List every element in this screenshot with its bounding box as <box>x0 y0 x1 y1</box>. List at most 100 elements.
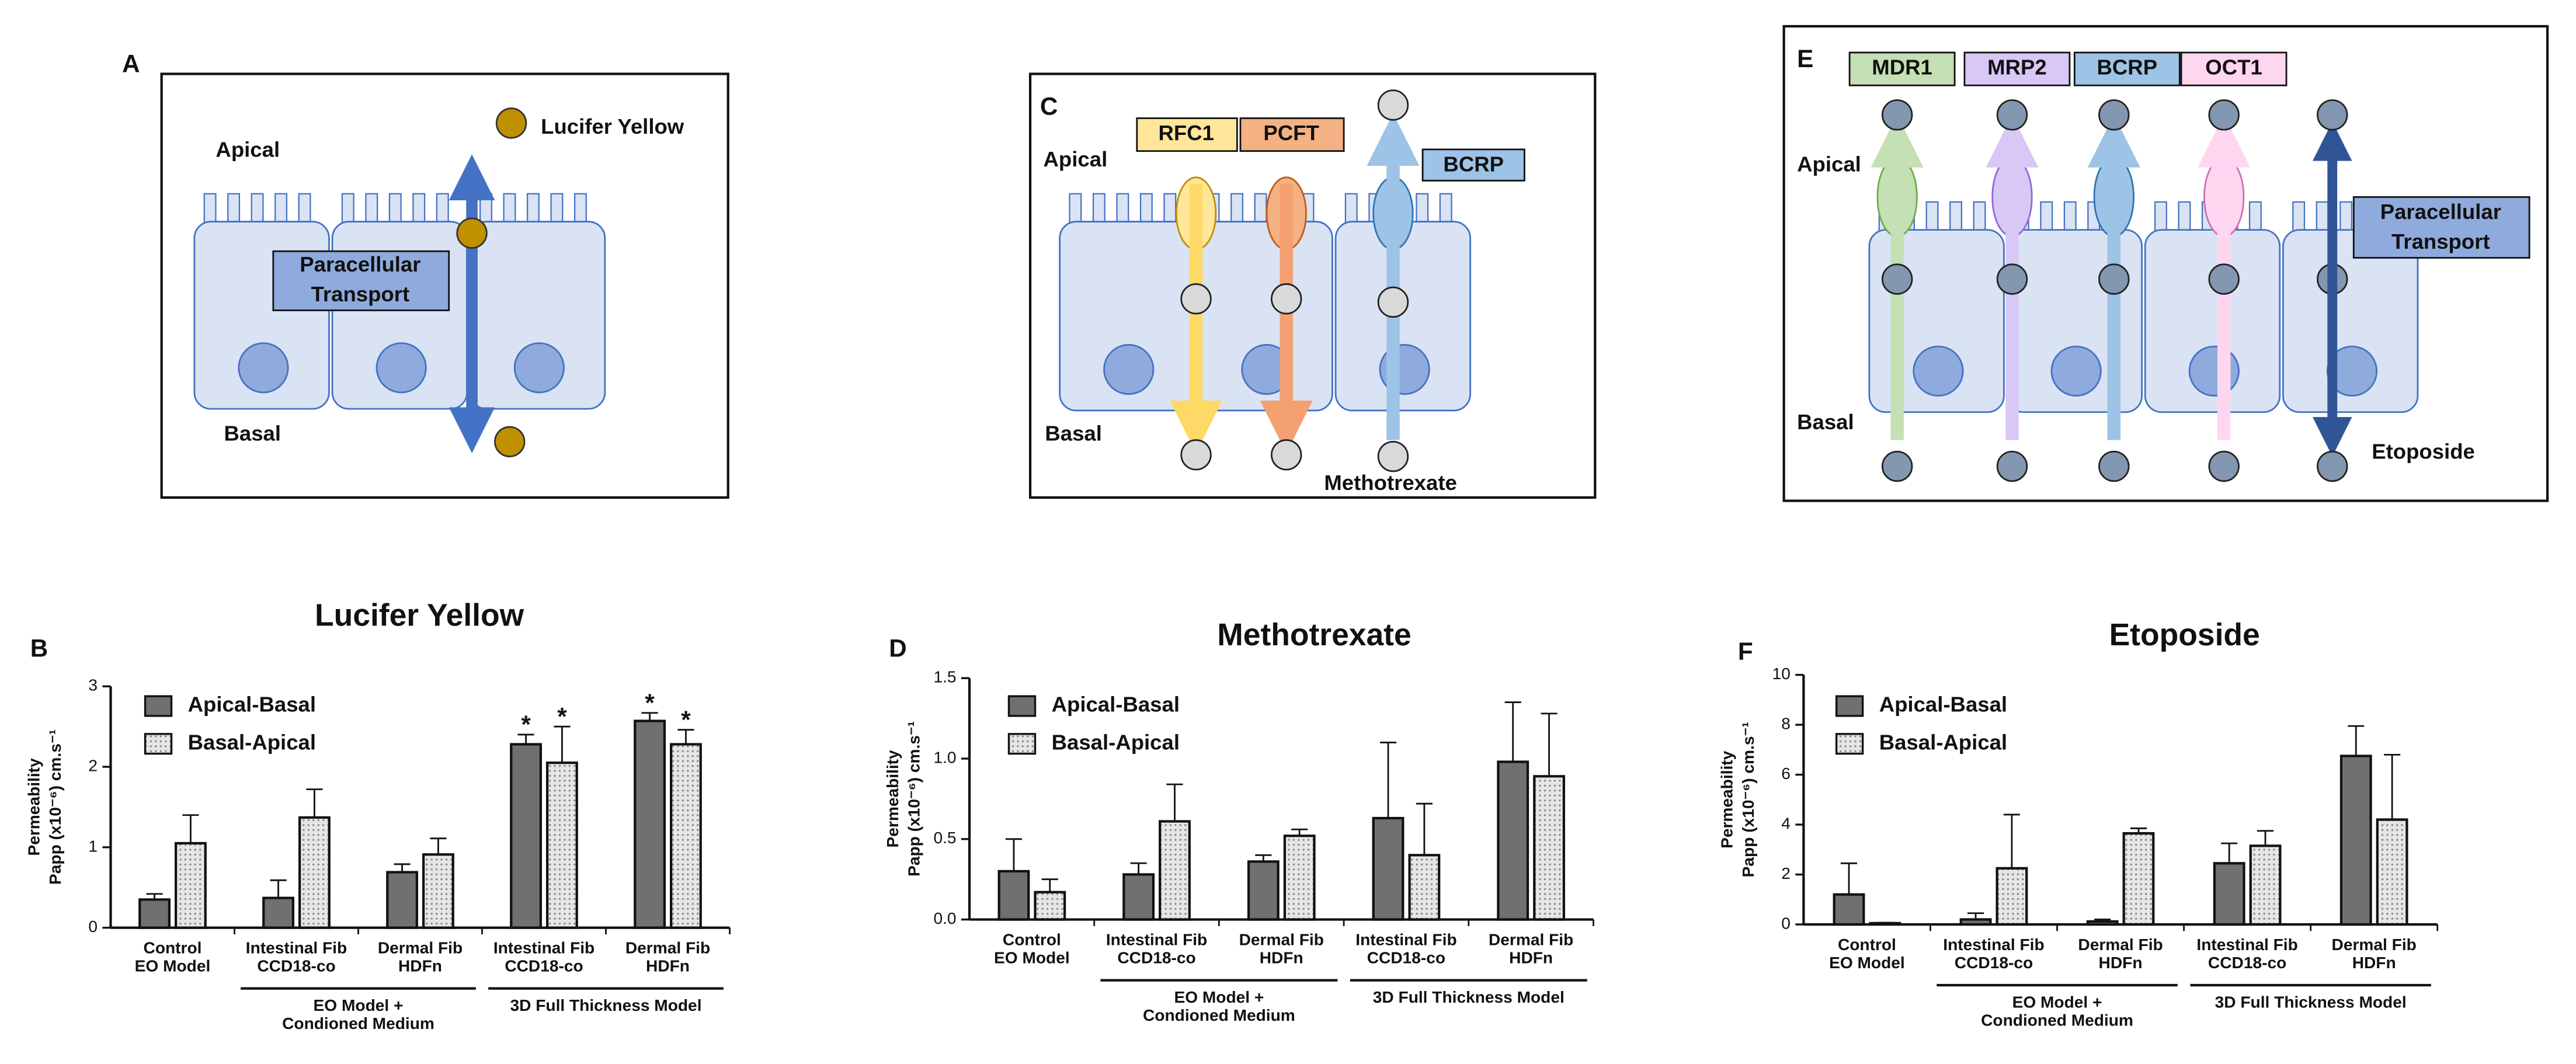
error-bar <box>394 863 411 872</box>
molecule <box>2208 450 2240 482</box>
apical-label: Apical <box>1044 147 1108 171</box>
microvillus <box>274 193 288 226</box>
transporter-box <box>2073 51 2181 86</box>
molecule <box>1377 440 1409 472</box>
error-bar <box>554 725 571 763</box>
bar <box>1533 775 1565 921</box>
route-label: Paracellular <box>300 252 420 276</box>
bar <box>2249 844 2282 926</box>
x-tick-label: CCD18-co <box>505 957 583 975</box>
molecule <box>2317 450 2348 482</box>
bar <box>997 870 1030 921</box>
route-box <box>272 250 450 311</box>
x-tick-label: Dermal Fib <box>2332 936 2417 954</box>
x-tick-label: Intestinal Fib <box>1106 931 1207 949</box>
legend-label: Apical-Basal <box>1879 693 2007 717</box>
chart: Etoposide F Permeability Papp (x10⁻⁶) cm.s⁻… <box>1718 618 2439 1029</box>
molecule <box>1881 450 1913 482</box>
y-tick-label: 1.5 <box>933 668 956 686</box>
error-bar <box>677 729 694 745</box>
y-tick-label: 1 <box>88 837 98 855</box>
error-bar <box>1541 712 1558 777</box>
chart-title: Lucifer Yellow <box>315 598 524 632</box>
microvillus <box>1344 193 1358 226</box>
bar <box>634 719 666 929</box>
x-tick-label: HDFn <box>2099 954 2143 972</box>
error-bar <box>2094 919 2111 922</box>
molecule-label: Methotrexate <box>1324 471 1456 495</box>
nucleus <box>1913 345 1964 397</box>
y-tick-label: 10 <box>1772 665 1791 683</box>
group-label: 3D Full Thickness Model <box>1373 988 1565 1006</box>
error-bar <box>1255 854 1272 862</box>
error-bar <box>2003 813 2020 868</box>
bar <box>1283 834 1316 921</box>
bar <box>2122 832 2155 926</box>
bar <box>262 896 294 929</box>
significance-label: * <box>645 689 655 717</box>
x-tick-label: CCD18-co <box>1367 948 1445 966</box>
microvillus <box>2040 201 2053 234</box>
molecule <box>494 426 526 458</box>
cells <box>1059 193 1472 412</box>
y-tick-label: 0 <box>1781 914 1791 932</box>
bar <box>1408 854 1441 921</box>
panel-letter: E <box>1797 45 1813 72</box>
error-bar <box>1379 742 1397 818</box>
basal-label: Basal <box>1797 410 1854 434</box>
transporter-label: BCRP <box>2097 55 2158 79</box>
x-tick-label: Intestinal Fib <box>2196 936 2297 954</box>
y-tick-label: 8 <box>1781 715 1791 733</box>
route-label: Transport <box>2391 230 2490 253</box>
microvillus <box>1116 193 1129 226</box>
error-bar <box>182 814 199 843</box>
x-tick-label: Dermal Fib <box>1489 931 1573 949</box>
group-label: Condioned Medium <box>1143 1006 1295 1024</box>
microvillus <box>503 193 516 226</box>
x-tick-label: Dermal Fib <box>378 939 463 957</box>
molecule <box>2208 99 2240 131</box>
nucleus <box>376 342 427 394</box>
transporter-label: RFC1 <box>1158 121 1214 145</box>
bar <box>422 853 454 929</box>
microvillus <box>1949 201 1962 234</box>
microvillus <box>526 193 540 226</box>
x-tick-label: HDFn <box>1260 948 1303 966</box>
route-box <box>2352 196 2530 259</box>
chart: Lucifer Yellow B Permeability Papp (x10⁻⁶) … <box>25 598 731 1032</box>
microvillus <box>341 193 354 226</box>
molecule <box>2317 99 2348 131</box>
x-tick-label: HDFn <box>2352 954 2396 972</box>
bar <box>2376 818 2408 926</box>
microvillus <box>1925 201 1939 234</box>
molecule <box>495 107 527 139</box>
chart-title: Etoposide <box>2109 618 2260 652</box>
microvillus <box>251 193 264 226</box>
x-tick-label: Dermal Fib <box>1239 931 1324 949</box>
bar <box>298 816 331 929</box>
x-tick-label: Dermal Fib <box>2078 936 2163 954</box>
y-tick-label: 0.5 <box>933 829 956 847</box>
chart-title: Methotrexate <box>1217 618 1411 652</box>
microvillus <box>2292 201 2306 234</box>
legend-swatch <box>144 733 173 755</box>
x-tick-label: Intestinal Fib <box>1943 936 2044 954</box>
significance-label: * <box>521 711 531 738</box>
x-tick-label: Dermal Fib <box>625 939 710 957</box>
error-bar <box>146 893 163 900</box>
error-bar <box>2257 830 2274 846</box>
legend-swatch <box>1007 695 1037 717</box>
bar <box>2339 754 2372 926</box>
microvillus <box>2316 201 2329 234</box>
error-bar <box>1840 862 1858 895</box>
microvillus <box>1973 201 1986 234</box>
x-tick-label: CCD18-co <box>1117 948 1195 966</box>
bar <box>386 871 418 929</box>
microvillus <box>203 193 217 226</box>
bar <box>1034 891 1066 921</box>
route-label: Transport <box>311 282 410 306</box>
transporter-label: MRP2 <box>1987 55 2047 79</box>
group-label: EO Model + <box>1174 988 1264 1006</box>
legend-swatch <box>1835 733 1864 755</box>
bar <box>2213 862 2245 926</box>
